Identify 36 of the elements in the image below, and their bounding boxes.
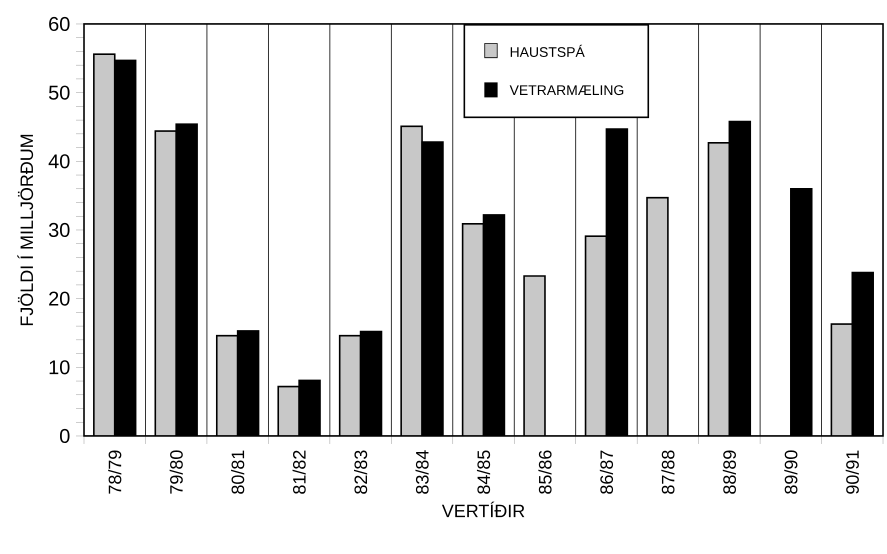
bar xyxy=(462,224,484,436)
x-tick-label: 90/91 xyxy=(846,450,859,494)
y-tick-label: 30 xyxy=(48,222,70,238)
x-tick-label: 86/87 xyxy=(600,450,614,494)
y-tick-label: 10 xyxy=(50,360,70,374)
x-tick-label: 83/84 xyxy=(415,450,429,494)
bar xyxy=(401,126,422,436)
legend-label: HAUSTSPÁ xyxy=(510,44,585,57)
x-tick-label: 82/83 xyxy=(354,450,368,494)
y-tick-label: 40 xyxy=(48,154,70,168)
bar xyxy=(155,131,176,436)
x-tick-label: 84/85 xyxy=(476,450,490,494)
x-tick-label: 89/90 xyxy=(784,450,798,494)
x-tick-label: 87/88 xyxy=(661,450,674,494)
x-tick-label: 78/79 xyxy=(108,450,122,494)
bar xyxy=(647,198,668,436)
bar xyxy=(94,54,115,436)
x-tick-label: 85/86 xyxy=(538,450,552,494)
bar xyxy=(524,276,545,436)
y-tick-label: 0 xyxy=(60,428,70,444)
y-tick-label: 50 xyxy=(48,86,70,100)
y-tick-label: 20 xyxy=(49,292,70,306)
bar xyxy=(586,236,606,436)
bar xyxy=(340,336,361,436)
x-axis-title: VERTÍÐIR xyxy=(442,502,524,518)
legend-label: VETRARMÆLING xyxy=(510,85,624,96)
y-axis-title: FJÖLDI Í MILLJÖRÐUM xyxy=(17,134,34,326)
y-tick-label: 60 xyxy=(49,16,70,32)
x-tick-label: 79/80 xyxy=(170,450,183,494)
x-tick-label: 88/89 xyxy=(722,450,736,494)
bar xyxy=(708,142,730,436)
bar xyxy=(216,336,238,436)
x-tick-label: 81/82 xyxy=(292,450,306,494)
x-tick-label: 80/81 xyxy=(231,450,244,494)
bar xyxy=(830,323,854,436)
bar xyxy=(278,386,300,436)
